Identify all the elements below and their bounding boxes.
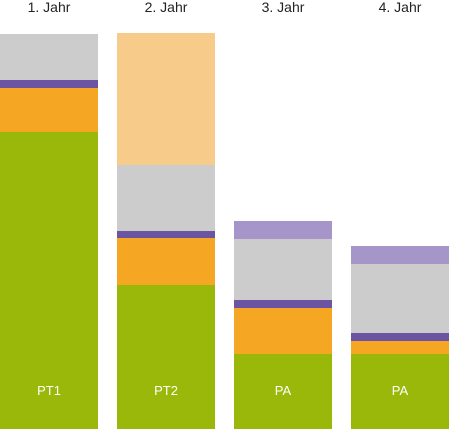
bar-label: PT1 [37,383,61,398]
bar-label: PA [275,383,292,398]
bar-segment-2-2 [117,238,215,285]
bar-segment-2-5 [117,33,215,165]
category-label: 3. Jahr [262,0,305,15]
bar-segment-2-1 [117,285,215,429]
bar-segment-1-4 [0,34,98,80]
bar-segment-3-1 [234,354,332,429]
bar-segment-2-3 [117,231,215,238]
bar-label: PA [392,383,409,398]
bar-segment-3-6 [234,221,332,239]
bar-segment-3-3 [234,300,332,308]
bar-segment-1-1 [0,132,98,429]
bar-segment-4-1 [351,354,449,429]
bar-segment-3-2 [234,308,332,354]
category-label: 2. Jahr [145,0,188,15]
bar-segment-1-2 [0,88,98,132]
bar-segment-4-4 [351,264,449,333]
bar-segment-2-4 [117,165,215,231]
bar-segment-1-3 [0,80,98,88]
bar-segment-4-2 [351,341,449,354]
category-label: 1. Jahr [28,0,71,15]
bar-segment-4-3 [351,333,449,341]
bar-label: PT2 [154,383,178,398]
category-label: 4. Jahr [379,0,422,15]
bar-segment-4-6 [351,246,449,264]
bar-segment-3-4 [234,239,332,300]
